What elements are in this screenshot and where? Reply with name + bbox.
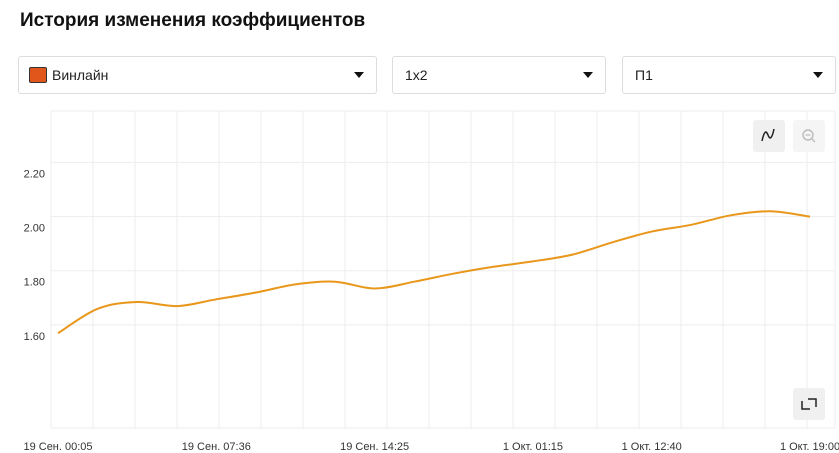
x-tick-label: 1 Окт. 19:00 bbox=[780, 441, 839, 453]
vertical-grid bbox=[92, 111, 808, 428]
bookmaker-select[interactable]: Винлайн bbox=[18, 56, 377, 94]
y-tick-label: 1.80 bbox=[24, 277, 45, 289]
curve-toggle[interactable] bbox=[753, 120, 785, 152]
x-tick-label: 1 Окт. 01:15 bbox=[503, 441, 563, 453]
bookmaker-icon bbox=[29, 67, 47, 83]
dropdown-label: П1 bbox=[635, 67, 653, 83]
outcome-select[interactable]: П1 bbox=[622, 56, 836, 94]
zoom-out[interactable] bbox=[793, 120, 825, 152]
page-title: История изменения коэффициентов bbox=[20, 10, 366, 31]
dropdown-arrow bbox=[354, 72, 364, 78]
x-tick-label: 1 Окт. 12:40 bbox=[622, 441, 682, 453]
market-select[interactable]: 1х2 bbox=[392, 56, 606, 94]
x-tick-label: 19 Сен. 07:36 bbox=[182, 441, 251, 453]
x-tick-label: 19 Сен. 14:25 bbox=[340, 441, 409, 453]
x-tick-label: 19 Сен. 00:05 bbox=[23, 441, 92, 453]
dropdown-arrow bbox=[813, 72, 823, 78]
fullscreen[interactable] bbox=[793, 388, 825, 420]
y-tick-label: 2.00 bbox=[24, 223, 45, 235]
y-tick-label: 2.20 bbox=[24, 168, 45, 180]
plot-frame bbox=[50, 110, 836, 429]
dropdown-label: 1х2 bbox=[405, 67, 428, 83]
chart: 1.60 1.80 2.00 2.20 19 Сен. 00:05 19 Сен. 07:… bbox=[23, 110, 839, 453]
odds-line bbox=[57, 210, 811, 335]
dropdown-label: Винлайн bbox=[52, 67, 109, 83]
dropdown-arrow bbox=[583, 72, 593, 78]
y-tick-label: 1.60 bbox=[24, 331, 45, 343]
